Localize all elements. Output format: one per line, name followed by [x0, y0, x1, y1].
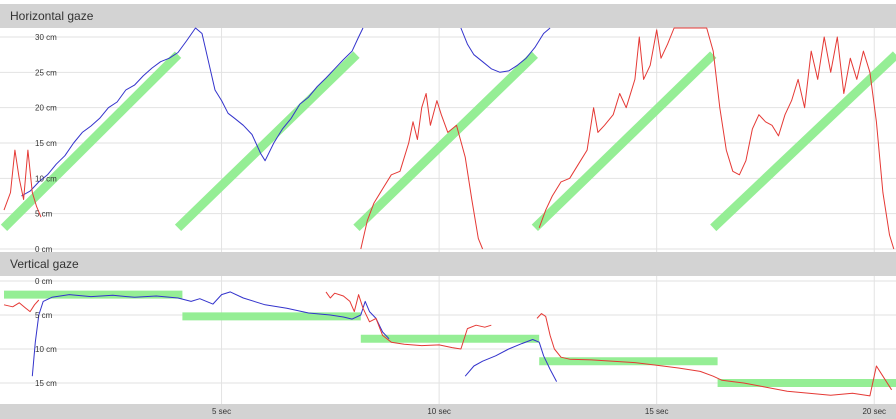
chart-title-horizontal: Horizontal gaze: [0, 4, 896, 28]
gaze-series-line: [464, 339, 558, 382]
gaze-series-line: [31, 291, 390, 377]
y-tick-label: 5 cm: [35, 210, 53, 219]
y-tick-label: 0 cm: [35, 277, 53, 286]
gaze-series-line: [460, 27, 551, 73]
label-layer: 0 cm 5 cm 10 cm 15 cm 20 cm 25 cm 30 cm 0 cm 5 c…: [35, 33, 57, 388]
y-tick-label: 10 cm: [35, 345, 57, 354]
target-segment: [0, 51, 182, 231]
x-axis-band: [0, 404, 896, 419]
x-tick-label: 10 sec: [427, 407, 451, 416]
y-tick-label: 15 cm: [35, 379, 57, 388]
target-segment: [174, 51, 360, 232]
target-segment: [710, 51, 896, 232]
y-tick-label: 15 cm: [35, 139, 57, 148]
target-segment: [531, 51, 717, 232]
grid-layer: [0, 28, 896, 404]
target-segment: [353, 51, 538, 232]
y-tick-label: 25 cm: [35, 68, 57, 77]
y-tick-label: 0 cm: [35, 245, 53, 254]
gaze-series-line: [3, 299, 40, 313]
x-tick-label: 20 sec: [862, 407, 886, 416]
gaze-series-line: [538, 27, 895, 250]
gaze-series-line: [21, 27, 364, 197]
gaze-series-line: [360, 93, 484, 250]
x-tick-label: 5 sec: [212, 407, 231, 416]
y-tick-label: 30 cm: [35, 33, 57, 42]
gaze-series-line: [536, 313, 893, 397]
series-layer: [3, 27, 895, 397]
y-tick-label: 10 cm: [35, 174, 57, 183]
chart-title-vertical: Vertical gaze: [0, 252, 896, 276]
y-tick-label: 20 cm: [35, 104, 57, 113]
x-tick-label: 15 sec: [645, 407, 669, 416]
gaze-series-line: [3, 149, 42, 218]
target-layer: [0, 51, 896, 387]
y-tick-label: 5 cm: [35, 311, 53, 320]
gaze-series-line: [325, 291, 492, 350]
x-label-layer: 5 sec 10 sec 15 sec 20 sec: [212, 407, 886, 416]
